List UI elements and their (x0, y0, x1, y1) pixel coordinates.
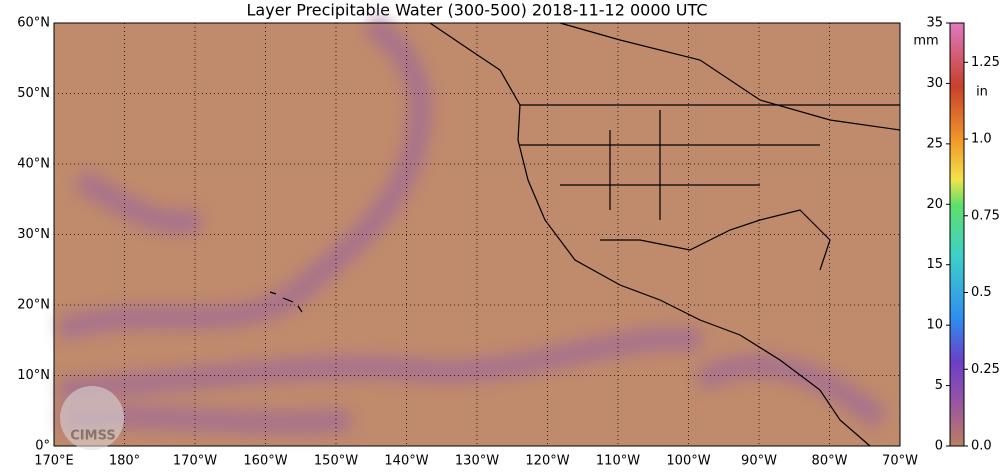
colorbar-in-label: 1.0 (971, 132, 992, 147)
colorbar-in-label: 0.0 (971, 439, 992, 454)
lon-label: 170°E (34, 454, 74, 469)
colorbar (949, 22, 965, 447)
colorbar-mm-label: 15 (926, 257, 943, 272)
colorbar-in-unit: in (976, 85, 988, 100)
lat-label: 40°N (17, 157, 50, 172)
logo-text: CIMSS (70, 429, 115, 444)
lon-label: 150°W (314, 454, 358, 469)
lon-label: 70°W (882, 454, 918, 469)
map-title: Layer Precipitable Water (300-500) 2018-… (247, 1, 708, 20)
lon-label: 100°W (666, 454, 710, 469)
colorbar-mm-unit: mm (913, 34, 938, 49)
lat-label: 10°N (17, 368, 50, 383)
colorbar-in-label: 0.5 (971, 285, 992, 300)
colorbar-mm-label: 25 (926, 136, 943, 151)
lon-label: 110°W (596, 454, 640, 469)
lon-label: 80°W (812, 454, 848, 469)
colorbar-mm-label: 5 (935, 378, 943, 393)
lon-label: 180° (109, 454, 140, 469)
colorbar-mm-label: 10 (926, 318, 943, 333)
lon-label: 120°W (525, 454, 569, 469)
lon-label: 90°W (741, 454, 777, 469)
lon-label: 170°W (173, 454, 217, 469)
lon-label: 140°W (384, 454, 428, 469)
colorbar-mm-label: 35 (926, 16, 943, 31)
colorbar-mm-label: 20 (926, 197, 943, 212)
lat-label: 30°N (17, 227, 50, 242)
lon-label: 130°W (455, 454, 499, 469)
colorbar-in-label: 0.25 (971, 362, 1000, 377)
colorbar-mm-label: 0 (935, 439, 943, 454)
lat-label: 50°N (17, 86, 50, 101)
colorbar-in-label: 1.25 (971, 55, 1000, 70)
lat-label: 0° (35, 439, 50, 454)
lon-label: 160°W (243, 454, 287, 469)
colorbar-mm-label: 30 (926, 76, 943, 91)
lat-label: 60°N (17, 16, 50, 31)
colorbar-in-label: 0.75 (971, 208, 1000, 223)
lat-label: 20°N (17, 298, 50, 313)
